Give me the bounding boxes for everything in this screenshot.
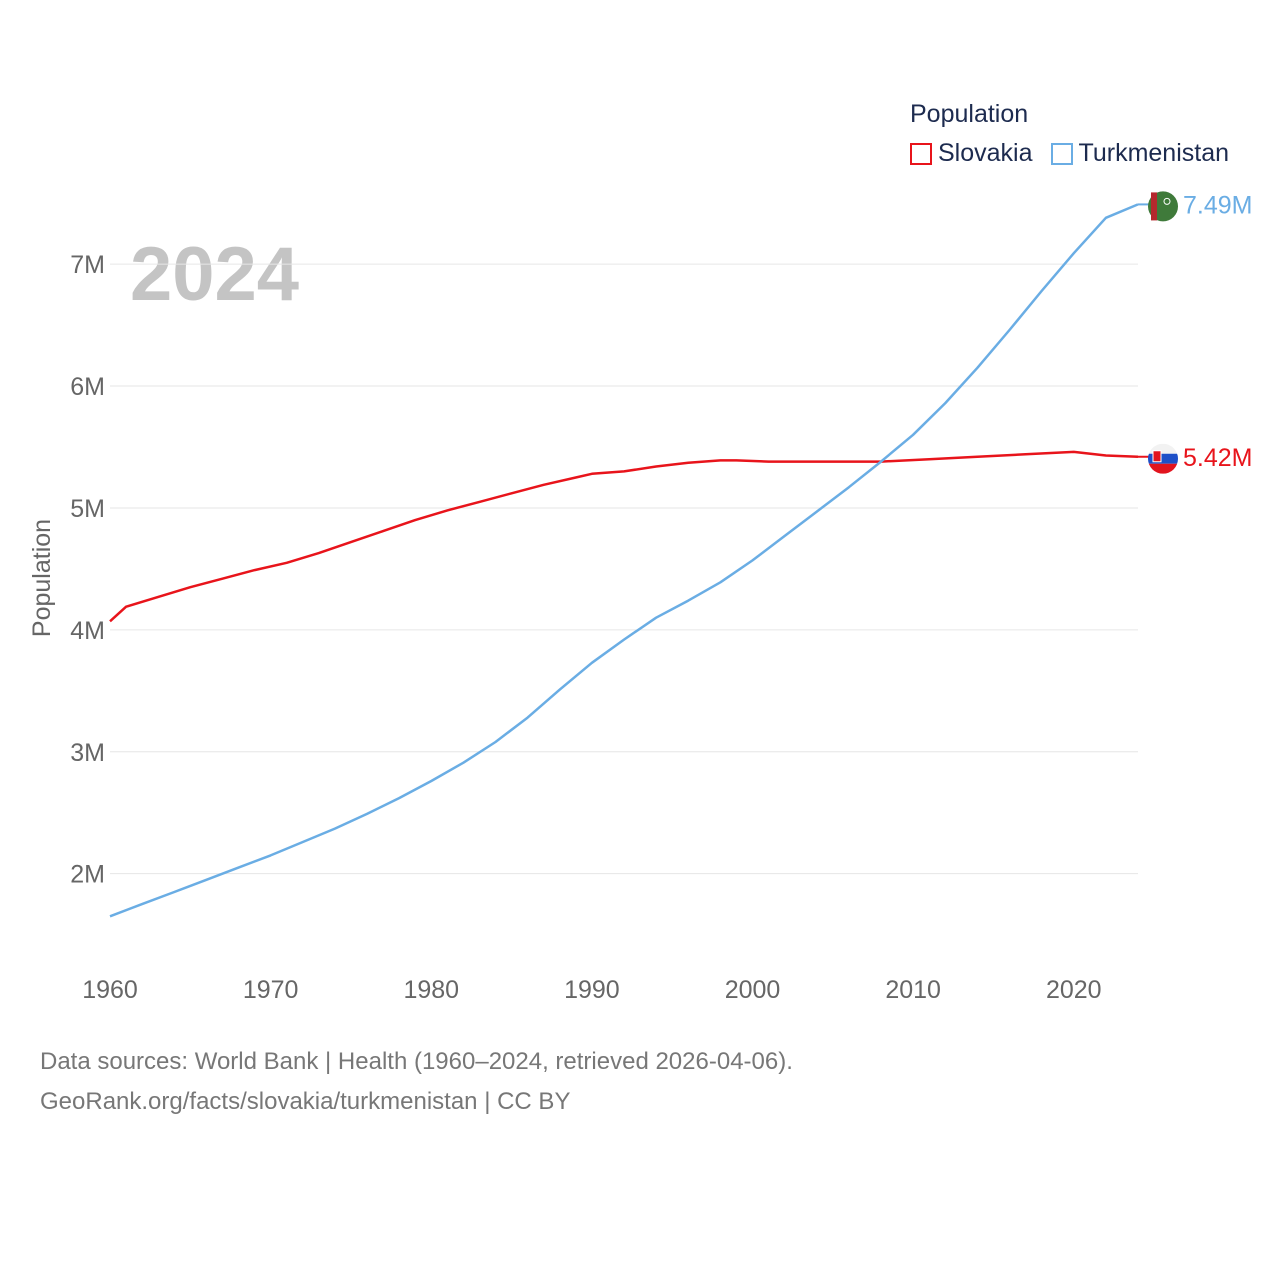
legend-swatch-turkmenistan bbox=[1050, 142, 1073, 165]
series-end-markers: 5.42M 7.49M bbox=[1138, 191, 1252, 474]
y-tick-label: 7M bbox=[70, 251, 105, 279]
year-label: 2024 bbox=[130, 232, 299, 317]
y-axis-ticks: 2M 3M 4M 5M 6M 7M bbox=[70, 251, 105, 889]
end-value-label-slovakia: 5.42M bbox=[1183, 444, 1252, 472]
legend-swatch-slovakia bbox=[910, 142, 932, 165]
end-value-label-turkmenistan: 7.49M bbox=[1183, 191, 1252, 219]
x-tick-label: 2010 bbox=[885, 976, 941, 1004]
x-tick-label: 1960 bbox=[82, 976, 138, 1004]
series-line-turkmenistan bbox=[109, 203, 1139, 918]
flag-slovakia-icon bbox=[1148, 443, 1178, 474]
series-lines bbox=[109, 203, 1139, 918]
flag-turkmenistan-icon bbox=[1148, 191, 1178, 222]
y-tick-label: 2M bbox=[70, 861, 105, 889]
x-tick-label: 2020 bbox=[1046, 976, 1102, 1004]
legend-label-turkmenistan: Turkmenistan bbox=[1078, 139, 1230, 167]
x-tick-label: 1970 bbox=[243, 976, 299, 1004]
x-axis-ticks: 1960 1970 1980 1990 2000 2010 2020 bbox=[82, 976, 1101, 1004]
y-axis-label: Population bbox=[28, 519, 56, 637]
legend-label-slovakia: Slovakia bbox=[938, 139, 1033, 167]
gridlines bbox=[110, 263, 1138, 875]
legend: Population Slovakia Turkmenistan bbox=[910, 100, 1247, 168]
footer-attribution: GeoRank.org/facts/slovakia/turkmenistan … bbox=[40, 1088, 571, 1115]
y-tick-label: 5M bbox=[70, 495, 105, 523]
footer-sources: Data sources: World Bank | Health (1960–… bbox=[40, 1048, 793, 1075]
legend-item-slovakia[interactable]: Slovakia bbox=[910, 139, 1033, 168]
series-line-slovakia bbox=[109, 450, 1139, 623]
footer: Data sources: World Bank | Health (1960–… bbox=[40, 1042, 793, 1122]
y-tick-label: 4M bbox=[70, 617, 105, 645]
legend-title: Population bbox=[910, 100, 1029, 128]
y-tick-label: 3M bbox=[70, 739, 105, 767]
x-tick-label: 1980 bbox=[403, 976, 459, 1004]
y-tick-label: 6M bbox=[70, 373, 105, 401]
x-tick-label: 2000 bbox=[725, 976, 781, 1004]
legend-item-turkmenistan[interactable]: Turkmenistan bbox=[1050, 139, 1230, 168]
x-tick-label: 1990 bbox=[564, 976, 620, 1004]
